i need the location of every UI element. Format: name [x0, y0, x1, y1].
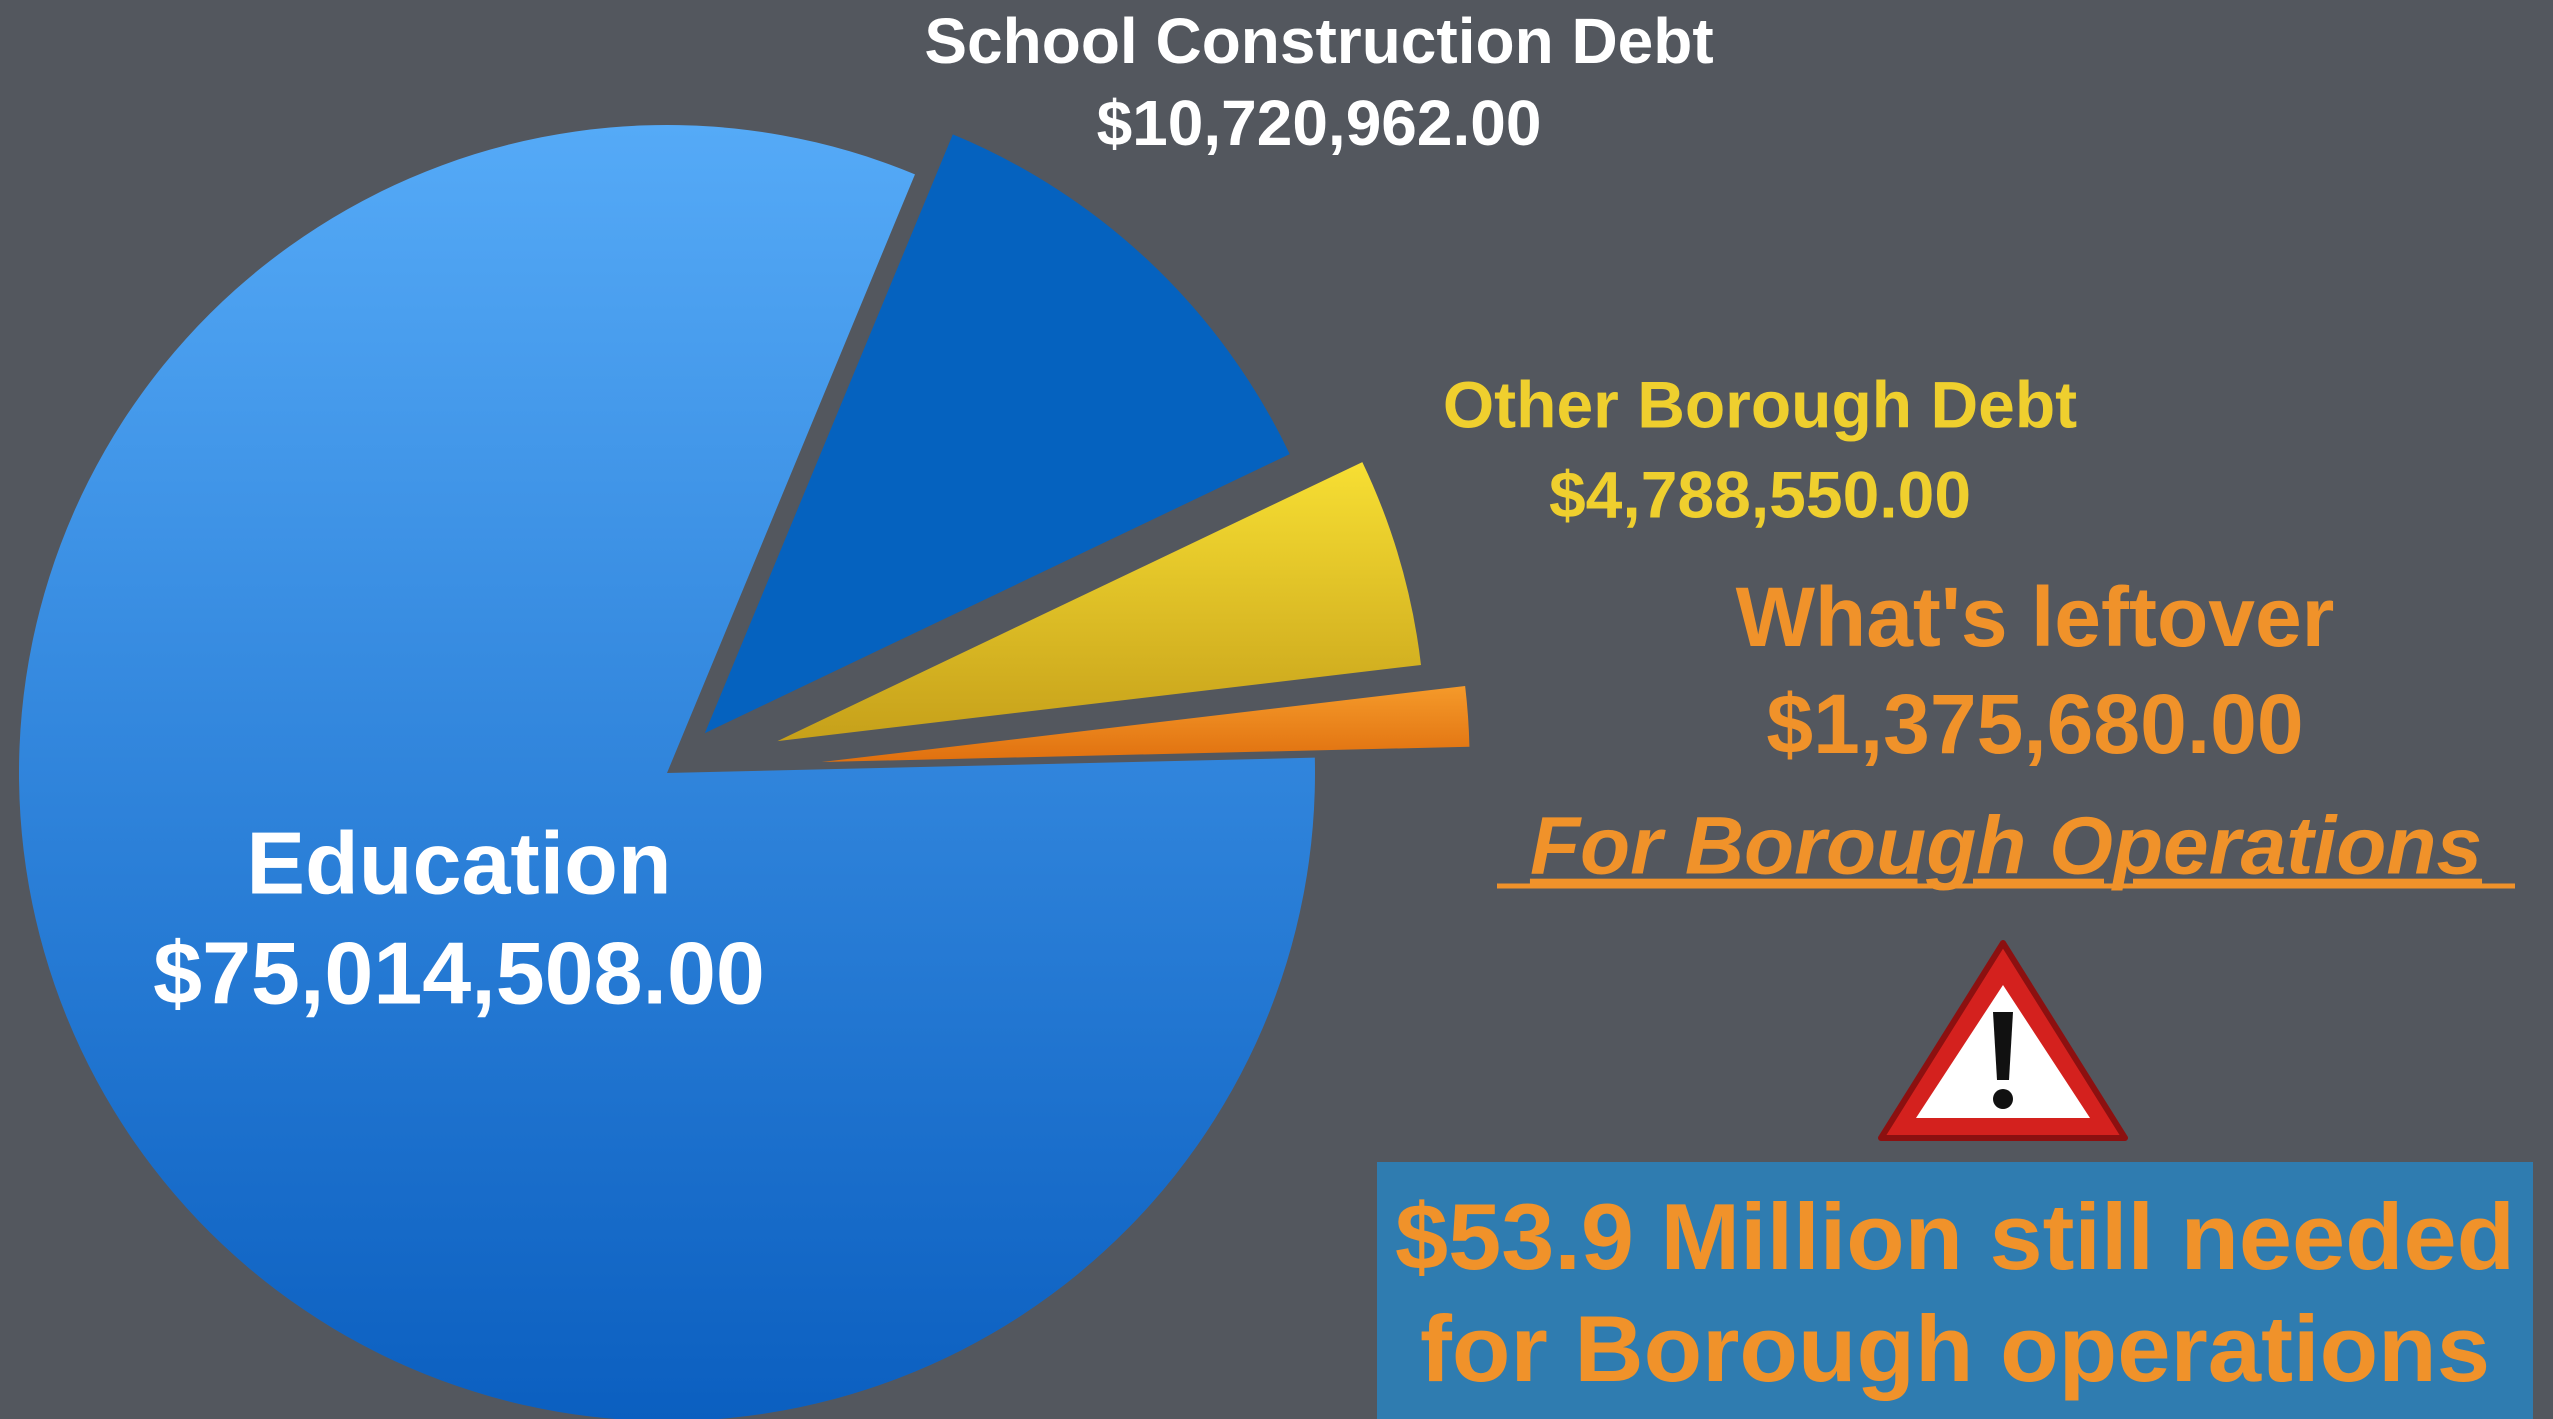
slice-value-label: $10,720,962.00: [1097, 87, 1542, 159]
pie-slice: [704, 134, 1290, 734]
callout-line: for Borough operations: [1420, 1296, 2490, 1401]
pie-slice: [19, 125, 1315, 1419]
slice-value-label: $1,375,680.00: [1766, 677, 2303, 771]
pie-slice: [777, 462, 1421, 742]
warning-icon: [1878, 940, 2128, 1141]
annotation: For Borough Operations: [1530, 801, 2482, 892]
slice-label: Education: [246, 813, 671, 912]
slice-label: School Construction Debt: [924, 5, 1713, 77]
slice-label: What's leftover: [1736, 570, 2335, 664]
slice-label: Other Borough Debt: [1443, 367, 2077, 441]
slice-value-label: $75,014,508.00: [153, 923, 765, 1022]
pie-slice: [821, 685, 1470, 763]
callout-line: $53.9 Million still needed: [1395, 1184, 2515, 1289]
slice-value-label: $4,788,550.00: [1549, 457, 1971, 531]
pie: [19, 125, 1470, 1419]
callout-box: [1377, 1162, 2533, 1419]
